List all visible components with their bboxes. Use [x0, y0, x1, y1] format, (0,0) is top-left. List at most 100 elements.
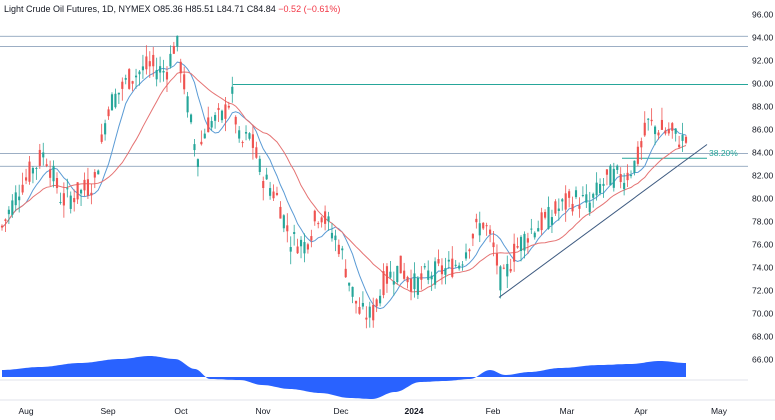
price-tick-label: 88.00 [752, 101, 774, 111]
candle-body [643, 122, 646, 136]
candle-body [664, 130, 667, 134]
candle-body [544, 211, 547, 218]
candle-body [293, 232, 296, 235]
candle-body [557, 208, 560, 211]
candle-body [59, 201, 62, 204]
candle-body [299, 239, 303, 247]
candle-body [165, 72, 169, 80]
candle-body [62, 193, 65, 206]
price-tick-label: 96.00 [752, 9, 774, 19]
candle-body [327, 216, 330, 222]
candle-body [183, 74, 186, 90]
candle-body [523, 233, 526, 251]
candle-body [24, 177, 28, 181]
fib-level-label: 38.20% [709, 148, 738, 158]
candle-body [509, 268, 512, 272]
oscillator-area [2, 356, 686, 399]
candle-body [159, 66, 162, 73]
ascending-trendline [498, 144, 708, 298]
candle-body [633, 160, 636, 173]
candle-body [76, 182, 79, 200]
candle-body [282, 215, 285, 229]
candle-body [18, 196, 21, 201]
price-tick-label: 70.00 [752, 309, 774, 319]
candle-body [186, 96, 189, 113]
candle-body [684, 136, 688, 143]
candle-body [409, 278, 413, 292]
candle-body [117, 92, 120, 95]
candle-body [100, 134, 103, 142]
candle-body [0, 225, 4, 228]
candle-body [537, 228, 540, 232]
candle-body [516, 246, 519, 248]
candle-body [131, 81, 134, 84]
candle-body [324, 211, 327, 224]
candle-body [671, 123, 674, 131]
candle-body [513, 243, 516, 262]
candle-body [623, 182, 626, 190]
price-tick-label: 92.00 [752, 55, 774, 65]
candles [0, 35, 688, 329]
candle-body [458, 265, 461, 269]
candle-body [368, 306, 371, 318]
chart-header: Light Crude Oil Futures, 1D, NYMEX O85.3… [4, 4, 340, 14]
candle-body [365, 317, 368, 320]
candle-body [489, 229, 492, 234]
candle-body [361, 302, 364, 307]
candle-body [4, 219, 7, 221]
time-tick-label: May [711, 406, 728, 416]
candle-body [396, 265, 399, 283]
candle-body [681, 135, 684, 141]
moving-average-slow [1, 71, 687, 293]
candle-body [83, 179, 86, 191]
price-tick-label: 82.00 [752, 170, 774, 180]
candle-body [162, 70, 165, 73]
candle-body [241, 142, 244, 144]
candle-body [550, 217, 554, 225]
candle-body [485, 225, 488, 227]
candle-body [124, 78, 127, 80]
candle-body [530, 228, 533, 230]
candle-body [561, 199, 564, 202]
candle-body [14, 192, 17, 206]
candle-body [66, 188, 69, 190]
candle-body [382, 271, 385, 296]
candle-body [200, 141, 203, 145]
price-tick-label: 68.00 [752, 332, 774, 342]
candle-body [317, 223, 320, 225]
time-tick-label: Feb [486, 406, 501, 416]
high-label: H [185, 4, 192, 14]
price-tick-label: 90.00 [752, 78, 774, 88]
candle-body [605, 169, 609, 175]
candle-body [392, 281, 395, 285]
candle-body [275, 192, 279, 195]
candle-body [251, 134, 254, 148]
candle-body [354, 300, 358, 304]
candle-body [379, 295, 382, 304]
candle-body [104, 123, 107, 135]
candle-body [279, 206, 282, 219]
time-tick-label: Oct [174, 406, 188, 416]
price-axis-bg [748, 0, 775, 420]
candle-body [464, 252, 468, 259]
candle-body [306, 244, 309, 250]
candle-body [7, 209, 10, 215]
candle-body [423, 266, 426, 268]
candle-body [619, 174, 622, 183]
candle-body [145, 56, 148, 70]
candle-body [650, 119, 653, 122]
candle-body [420, 273, 423, 280]
candle-body [258, 158, 261, 173]
low-label: L [216, 4, 222, 14]
candle-body [341, 248, 344, 251]
candle-body [303, 242, 306, 254]
candle-body [289, 247, 292, 252]
candle-body [234, 116, 237, 125]
candle-body [640, 141, 643, 148]
candle-body [31, 168, 35, 174]
candle-body [227, 105, 230, 108]
candle-body [55, 178, 59, 189]
candle-body [427, 270, 430, 280]
